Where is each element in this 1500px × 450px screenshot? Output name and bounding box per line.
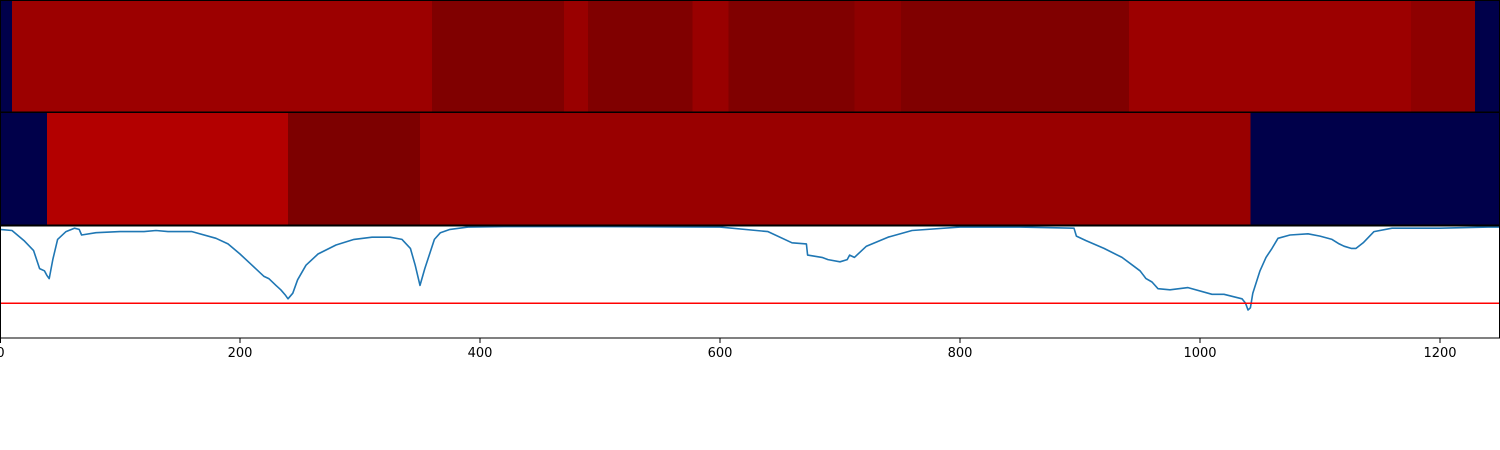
- top-strip-segment-10: [1411, 1, 1476, 112]
- x-tick-label: 1200: [1423, 346, 1456, 361]
- bottom-strip-segment-4: [1250, 113, 1500, 225]
- bottom-heatmap-strip: [0, 112, 1500, 226]
- top-strip-segment-9: [1129, 1, 1412, 112]
- bottom-strip-segment-0: [0, 113, 48, 225]
- x-tick-label: 600: [708, 346, 733, 361]
- x-tick-label: 200: [228, 346, 253, 361]
- signal-line: [0, 225, 1500, 311]
- top-heatmap-strip: [0, 0, 1500, 113]
- x-axis: 0 200 400 600 800 1000 1200: [0, 338, 1457, 361]
- bottom-strip-segment-1: [46, 113, 289, 225]
- bottom-strip-segment-2: [288, 113, 421, 225]
- line-panel-background: [0, 226, 1500, 338]
- top-strip-segment-3: [564, 1, 589, 112]
- top-strip-segment-11: [1474, 1, 1500, 112]
- bottom-strip-segment-3: [420, 113, 1251, 225]
- x-tick-label: 1000: [1183, 346, 1216, 361]
- top-strip-segment-5: [692, 1, 729, 112]
- top-strip-segment-1: [12, 1, 433, 112]
- x-tick-label: 0: [0, 346, 5, 361]
- top-strip-segment-6: [728, 1, 855, 112]
- top-strip-segment-2: [432, 1, 565, 112]
- top-strip-segment-8: [901, 1, 1130, 112]
- top-strip-segment-4: [588, 1, 693, 112]
- top-strip-segment-0: [0, 1, 13, 112]
- line-plot-panel: [0, 225, 1500, 339]
- x-tick-label: 800: [948, 346, 973, 361]
- x-tick-label: 400: [468, 346, 493, 361]
- top-strip-segment-7: [854, 1, 902, 112]
